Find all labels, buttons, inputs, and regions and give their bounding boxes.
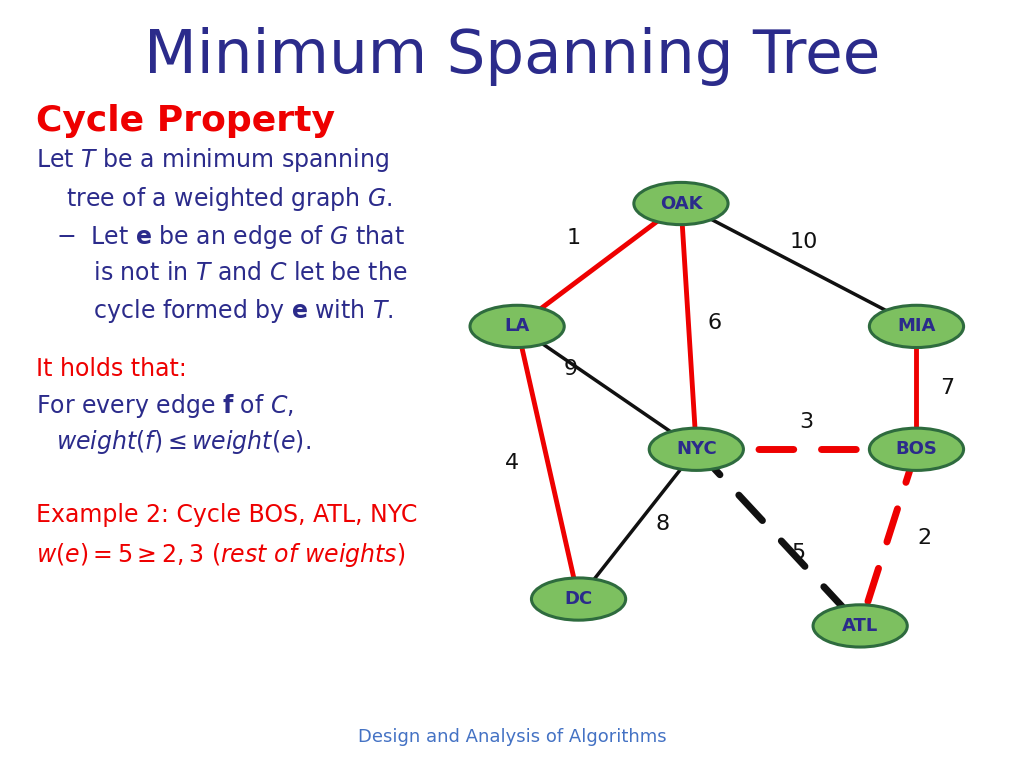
Text: DC: DC [564, 590, 593, 608]
Text: Cycle Property: Cycle Property [36, 104, 335, 137]
Text: 7: 7 [940, 378, 954, 398]
Ellipse shape [634, 183, 728, 224]
Text: NYC: NYC [676, 440, 717, 458]
Text: OAK: OAK [659, 194, 702, 213]
Text: 4: 4 [505, 452, 519, 473]
Ellipse shape [813, 605, 907, 647]
Text: Example 2: Cycle BOS, ATL, NYC: Example 2: Cycle BOS, ATL, NYC [36, 503, 417, 527]
Text: 1: 1 [566, 228, 581, 248]
Text: For every edge $\mathbf{f}$ of $C$,: For every edge $\mathbf{f}$ of $C$, [36, 392, 294, 419]
Text: 2: 2 [918, 528, 931, 548]
Text: Design and Analysis of Algorithms: Design and Analysis of Algorithms [357, 729, 667, 746]
Text: 5: 5 [792, 543, 806, 563]
Text: 9: 9 [564, 359, 578, 379]
Text: BOS: BOS [896, 440, 937, 458]
Text: It holds that:: It holds that: [36, 357, 186, 381]
Text: MIA: MIA [897, 317, 936, 336]
Text: 6: 6 [708, 313, 721, 333]
Ellipse shape [869, 429, 964, 470]
Text: Minimum Spanning Tree: Minimum Spanning Tree [143, 27, 881, 86]
Text: LA: LA [505, 317, 529, 336]
Ellipse shape [869, 305, 964, 348]
Text: 8: 8 [656, 514, 670, 535]
Text: $weight(f) \leq weight(e)$.: $weight(f) \leq weight(e)$. [56, 428, 311, 455]
Text: ATL: ATL [842, 617, 879, 635]
Text: $-$  Let $\mathbf{e}$ be an edge of $G$ that
     is not in $T$ and $C$ let be t: $-$ Let $\mathbf{e}$ be an edge of $G$ t… [56, 223, 408, 325]
Ellipse shape [649, 429, 743, 470]
Ellipse shape [470, 305, 564, 348]
Text: Let $T$ be a minimum spanning
    tree of a weighted graph $G$.: Let $T$ be a minimum spanning tree of a … [36, 146, 392, 214]
Ellipse shape [531, 578, 626, 621]
Text: 3: 3 [800, 412, 813, 432]
Text: $w(e) = 5 \geq 2, 3$ $\mathit{(rest\ of\ weights)}$: $w(e) = 5 \geq 2, 3$ $\mathit{(rest\ of\… [36, 541, 406, 569]
Text: 10: 10 [790, 232, 818, 252]
